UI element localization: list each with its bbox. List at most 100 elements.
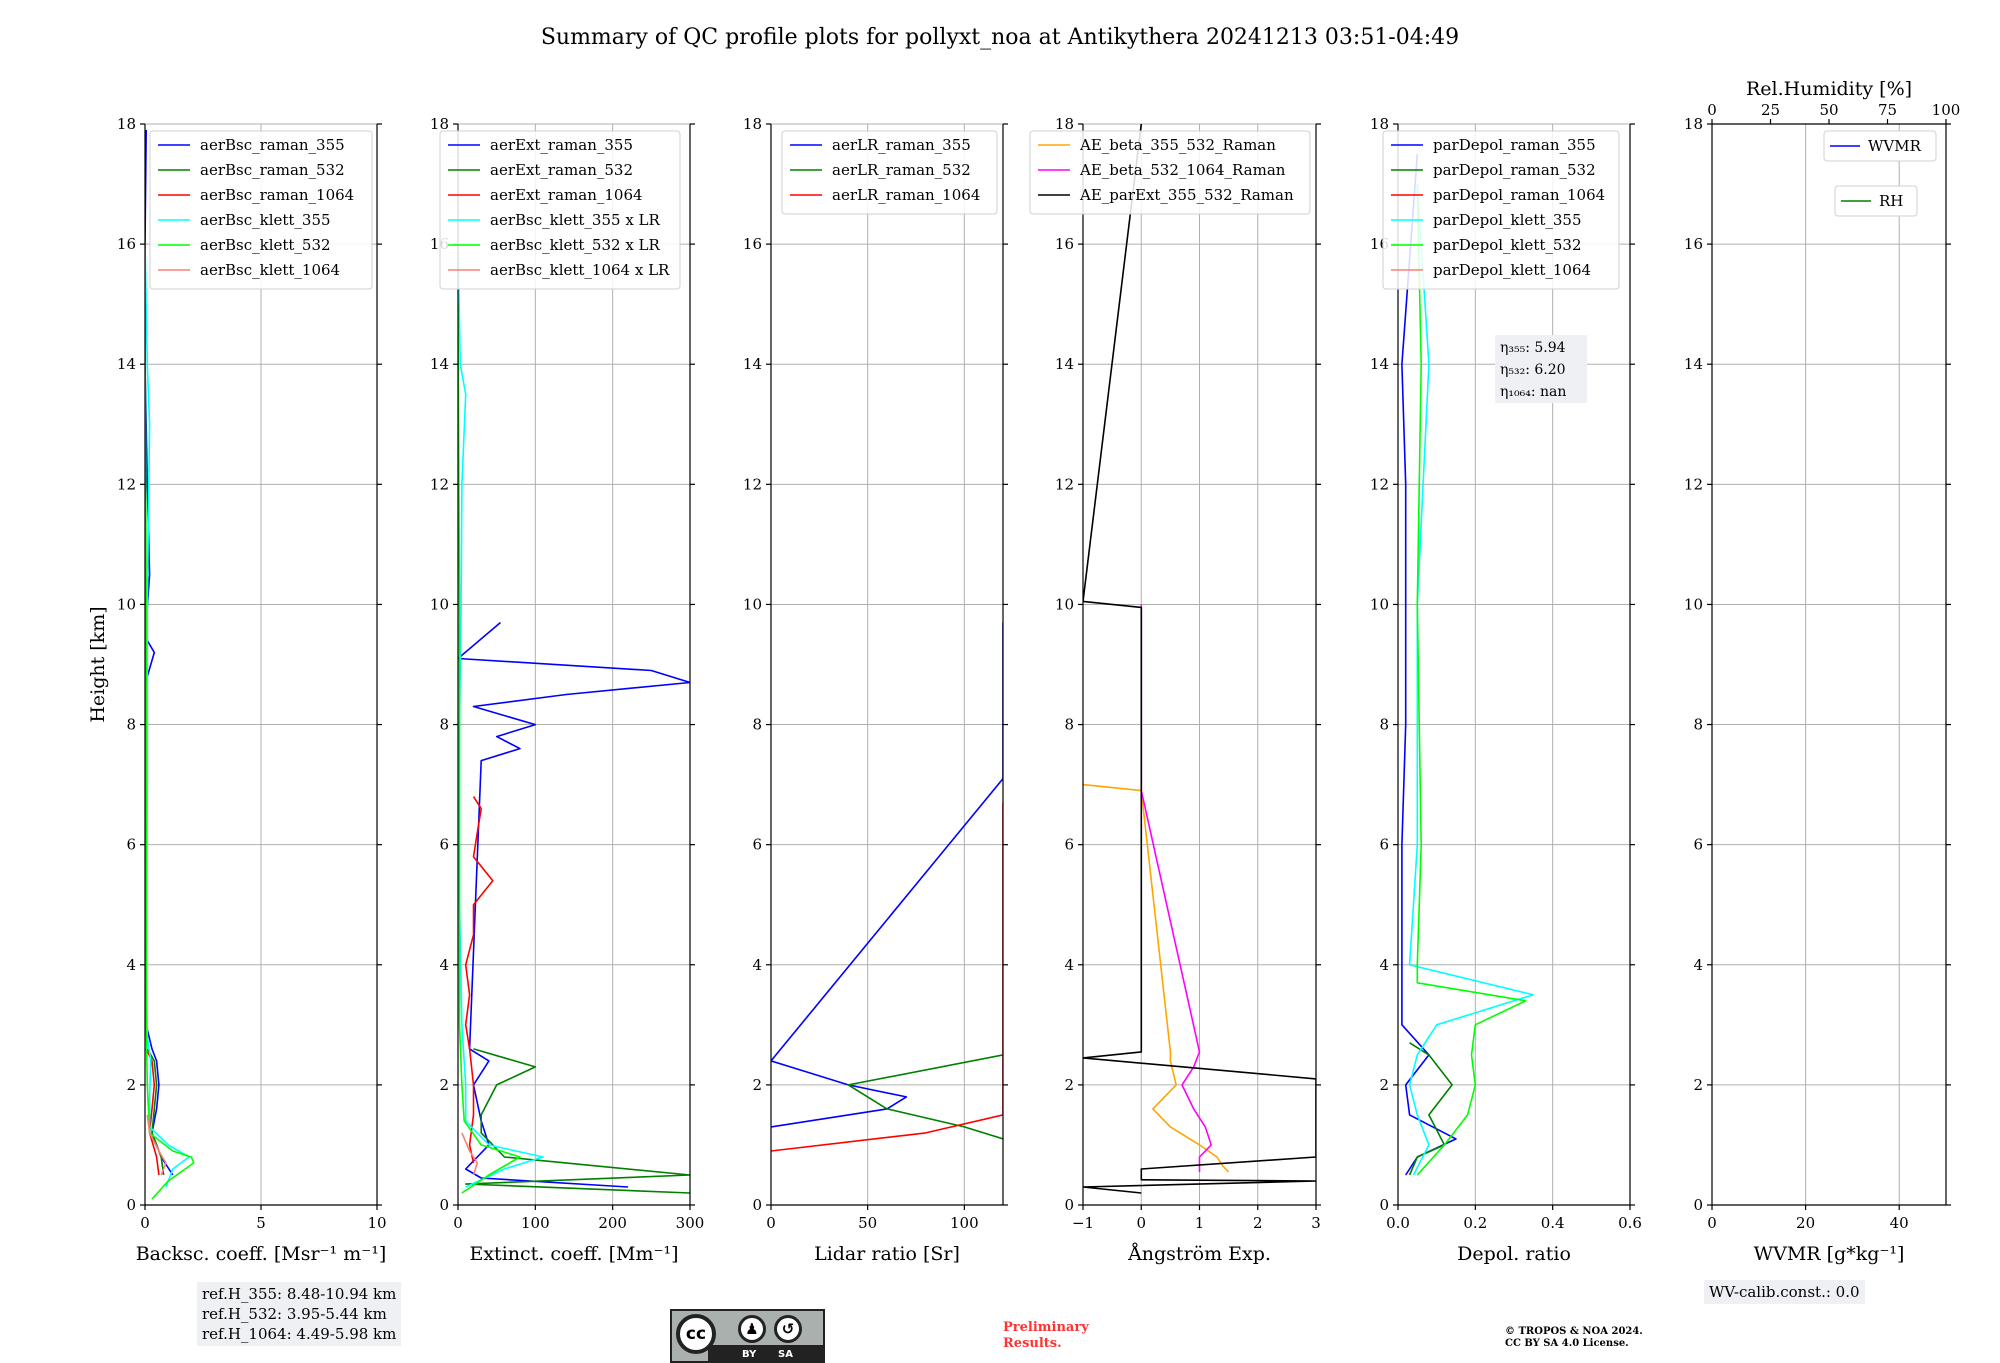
x-axis-label-ae: Ångström Exp. [1127, 1243, 1271, 1265]
top-tick-label-wv: 25 [1761, 101, 1780, 119]
y-tick-label-wv: 8 [1693, 716, 1703, 734]
y-tick-label-ext: 18 [430, 115, 449, 133]
panel-lr: 0 2 4 6 8 10 12 14 16 18 0 50 100 Lidar ratio [Sr] aer… [743, 115, 1008, 1265]
y-tick-label-ext: 14 [430, 355, 449, 373]
by-label: BY [742, 1349, 757, 1360]
cc-by-sa-badge: cc ♟ ↺ BY SA [670, 1309, 825, 1363]
x-tick-label-lr: 0 [766, 1214, 776, 1232]
y-tick-label-wv: 4 [1693, 956, 1703, 974]
series-group-ae [1083, 124, 1316, 1194]
legend-label-aerLR_raman_1064: aerLR_raman_1064 [832, 186, 980, 204]
wv-calib-text: WV-calib.const.: 0.0 [1709, 1283, 1860, 1301]
y-tick-label-bsc: 14 [117, 355, 136, 373]
y-tick-label-ae: 4 [1064, 956, 1074, 974]
y-tick-label-bsc: 8 [126, 716, 136, 734]
series-line-parDepol_raman_532 [1408, 1042, 1453, 1176]
y-tick-label-dep: 18 [1370, 115, 1389, 133]
y-tick-label-lr: 2 [752, 1076, 762, 1094]
legend-label-aerBsc_raman_355: aerBsc_raman_355 [200, 136, 345, 154]
legend-label-aerBsc_klett_532: aerBsc_klett_532 [200, 236, 331, 254]
y-tick-label-dep: 12 [1370, 475, 1389, 493]
copyright-note: © TROPOS & NOA 2024. CC BY SA 4.0 Licens… [1505, 1326, 1643, 1350]
cc-badge-strip [708, 1345, 823, 1361]
series-line-parDepol_klett_532 [1416, 184, 1527, 1176]
legend-label-aerLR_raman_532: aerLR_raman_532 [832, 161, 971, 179]
series-group-dep [1401, 153, 1535, 1176]
x-tick-label-dep: 0.4 [1541, 1214, 1565, 1232]
series-line-AE_parExt_355_532_Raman [1083, 124, 1316, 1194]
y-tick-label-ae: 6 [1064, 836, 1074, 854]
x-axis-label-dep: Depol. ratio [1457, 1243, 1571, 1265]
series-line-parDepol_klett_355 [1408, 184, 1535, 1176]
y-tick-label-lr: 12 [743, 475, 762, 493]
legend-label-aerBsc_klett_532 x LR: aerBsc_klett_532 x LR [490, 236, 661, 254]
y-tick-label-wv: 16 [1684, 235, 1703, 253]
x-tick-label-bsc: 5 [256, 1214, 266, 1232]
y-tick-label-ae: 2 [1064, 1076, 1074, 1094]
legend-box-ae [1029, 130, 1311, 215]
figure-title: Summary of QC profile plots for pollyxt_… [541, 25, 1459, 50]
y-tick-label-bsc: 10 [117, 595, 136, 613]
y-tick-label-wv: 14 [1684, 355, 1703, 373]
x-tick-label-ae: 1 [1195, 1214, 1205, 1232]
series-line-aerLR_raman_355 [771, 622, 1003, 1128]
y-tick-label-ext: 2 [439, 1076, 449, 1094]
legend-label-AE_parExt_355_532_Raman: AE_parExt_355_532_Raman [1079, 186, 1294, 204]
legend-label-RH: RH [1879, 192, 1903, 210]
y-tick-label-ext: 4 [439, 956, 449, 974]
y-axis-label: Height [km] [87, 606, 109, 722]
cc-icon: cc [676, 1314, 716, 1354]
y-tick-label-dep: 6 [1379, 836, 1389, 854]
legend-box-wv [1834, 185, 1918, 217]
y-tick-label-dep: 2 [1379, 1076, 1389, 1094]
legend-label-parDepol_raman_355: parDepol_raman_355 [1433, 136, 1596, 154]
top-axis-label-wv: Rel.Humidity [%] [1746, 78, 1912, 100]
y-tick-label-wv: 6 [1693, 836, 1703, 854]
x-axis-label-wv: WVMR [g*kg⁻¹] [1754, 1243, 1905, 1265]
series-line-AE_beta_532_1064_Raman [1140, 604, 1212, 1172]
y-tick-label-ae: 8 [1064, 716, 1074, 734]
top-tick-label-wv: 100 [1932, 101, 1961, 119]
y-tick-label-ae: 18 [1055, 115, 1074, 133]
y-tick-label-lr: 10 [743, 595, 762, 613]
y-tick-label-dep: 10 [1370, 595, 1389, 613]
y-tick-label-ext: 12 [430, 475, 449, 493]
legend-box-bsc [149, 130, 373, 290]
legend-box-ext [439, 130, 681, 290]
y-tick-label-lr: 6 [752, 836, 762, 854]
legend-label-parDepol_raman_532: parDepol_raman_532 [1433, 161, 1596, 179]
series-line-aerLR_raman_1064 [771, 802, 1003, 1152]
y-tick-label-lr: 18 [743, 115, 762, 133]
y-tick-label-ae: 0 [1064, 1196, 1074, 1214]
x-tick-label-ext: 200 [598, 1214, 627, 1232]
y-tick-label-bsc: 18 [117, 115, 136, 133]
x-axis-label-bsc: Backsc. coeff. [Msr⁻¹ m⁻¹] [136, 1243, 387, 1265]
copyright-line-1: © TROPOS & NOA 2024. [1505, 1326, 1643, 1337]
y-tick-label-dep: 4 [1379, 956, 1389, 974]
top-tick-label-wv: 0 [1707, 101, 1717, 119]
panel-bsc: 0 2 4 6 8 10 12 14 16 18 0 5 10 Backsc. coeff. [Msr⁻¹… [87, 115, 387, 1265]
y-tick-label-ext: 0 [439, 1196, 449, 1214]
x-tick-label-bsc: 10 [367, 1214, 386, 1232]
y-tick-label-bsc: 16 [117, 235, 136, 253]
y-tick-label-lr: 16 [743, 235, 762, 253]
y-tick-label-bsc: 6 [126, 836, 136, 854]
y-tick-label-wv: 2 [1693, 1076, 1703, 1094]
preliminary-note: Preliminary Results. [1003, 1320, 1089, 1352]
x-tick-label-ext: 0 [453, 1214, 463, 1232]
legend-label-aerLR_raman_355: aerLR_raman_355 [832, 136, 971, 154]
x-tick-label-ext: 300 [676, 1214, 705, 1232]
legend-label-aerBsc_klett_355: aerBsc_klett_355 [200, 211, 331, 229]
x-tick-label-ae: 0 [1136, 1214, 1146, 1232]
legend-label-AE_beta_532_1064_Raman: AE_beta_532_1064_Raman [1079, 161, 1286, 179]
series-line-aerLR_raman_532 [847, 1054, 1003, 1140]
legend-label-aerExt_raman_532: aerExt_raman_532 [490, 161, 633, 179]
legend-box-dep [1382, 130, 1620, 290]
legend-label-aerBsc_raman_532: aerBsc_raman_532 [200, 161, 345, 179]
series-line-aerExt_raman_1064 [464, 796, 494, 1164]
y-tick-label-wv: 0 [1693, 1196, 1703, 1214]
eta-annotation-box [1495, 335, 1587, 403]
series-group-ext [458, 244, 690, 1194]
